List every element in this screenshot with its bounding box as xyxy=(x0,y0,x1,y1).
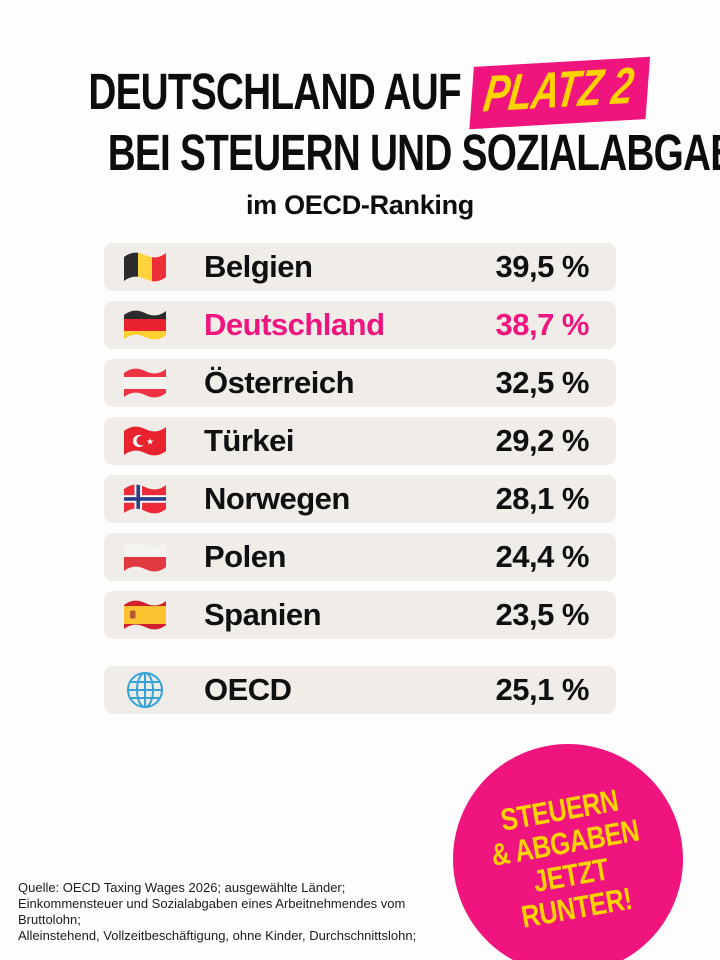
country-value: 38,7 % xyxy=(495,307,589,342)
title-prefix: DEUTSCHLAND AUF xyxy=(88,63,461,120)
austria-flag-icon xyxy=(122,363,168,403)
country-value: 24,4 % xyxy=(495,539,589,574)
country-label: Österreich xyxy=(204,365,355,400)
country-value: 32,5 % xyxy=(495,365,589,400)
source-note: Quelle: OECD Taxing Wages 2026; ausgewäh… xyxy=(18,880,458,944)
ranking-row: Österreich 32,5 % xyxy=(104,359,616,407)
country-label: OECD xyxy=(204,672,292,707)
rank-badge-label: PLATZ 2 xyxy=(480,56,637,123)
turkey-flag-icon: ★ xyxy=(122,421,168,461)
country-value: 39,5 % xyxy=(495,249,589,284)
source-line: Einkommensteuer und Sozialabgaben eines … xyxy=(18,896,406,927)
country-label: Polen xyxy=(204,539,286,574)
ranking-list: Belgien 39,5 % Deutschland 38,7 % Österr… xyxy=(104,243,616,724)
source-line: Alleinstehend, Vollzeitbeschäftigung, oh… xyxy=(18,928,417,943)
campaign-sticker: STEUERN & ABGABEN JETZT RUNTER! xyxy=(453,744,683,960)
belgium-flag-icon xyxy=(122,247,168,287)
ranking-row: Deutschland 38,7 % xyxy=(104,301,616,349)
svg-text:★: ★ xyxy=(146,437,154,447)
country-label: Belgien xyxy=(204,249,313,284)
country-value: 25,1 % xyxy=(495,672,589,707)
norway-flag-icon xyxy=(122,479,168,519)
country-label: Deutschland xyxy=(204,307,385,342)
ranking-row: Spanien 23,5 % xyxy=(104,591,616,639)
country-value: 29,2 % xyxy=(495,423,589,458)
source-line: Quelle: OECD Taxing Wages 2026; ausgewäh… xyxy=(18,880,346,895)
sticker-text: STEUERN & ABGABEN JETZT RUNTER! xyxy=(483,781,653,938)
germany-flag-icon xyxy=(122,305,168,345)
country-label: Norwegen xyxy=(204,481,350,516)
ranking-row: ★ Türkei 29,2 % xyxy=(104,417,616,465)
spain-flag-icon xyxy=(122,595,168,635)
ranking-row: Norwegen 28,1 % xyxy=(104,475,616,523)
country-label: Spanien xyxy=(204,597,322,632)
poland-flag-icon xyxy=(122,537,168,577)
summary-row: OECD 25,1 % xyxy=(104,666,616,714)
subtitle: im OECD-Ranking xyxy=(245,190,475,221)
title-line-2-text: BEI STEUERN UND SOZIALABGABEN xyxy=(107,124,720,182)
ranking-row: Belgien 39,5 % xyxy=(104,243,616,291)
title-line-2: BEI STEUERN UND SOZIALABGABEN xyxy=(0,124,720,182)
globe-icon xyxy=(122,670,168,710)
rank-badge: PLATZ 2 xyxy=(469,56,651,130)
ranking-row: Polen 24,4 % xyxy=(104,533,616,581)
country-value: 28,1 % xyxy=(495,481,589,516)
country-value: 23,5 % xyxy=(495,597,589,632)
header: DEUTSCHLAND AUF PLATZ 2 BEI STEUERN UND S… xyxy=(0,57,720,221)
country-label: Türkei xyxy=(204,423,295,458)
title-line-1: DEUTSCHLAND AUF PLATZ 2 xyxy=(0,57,720,130)
